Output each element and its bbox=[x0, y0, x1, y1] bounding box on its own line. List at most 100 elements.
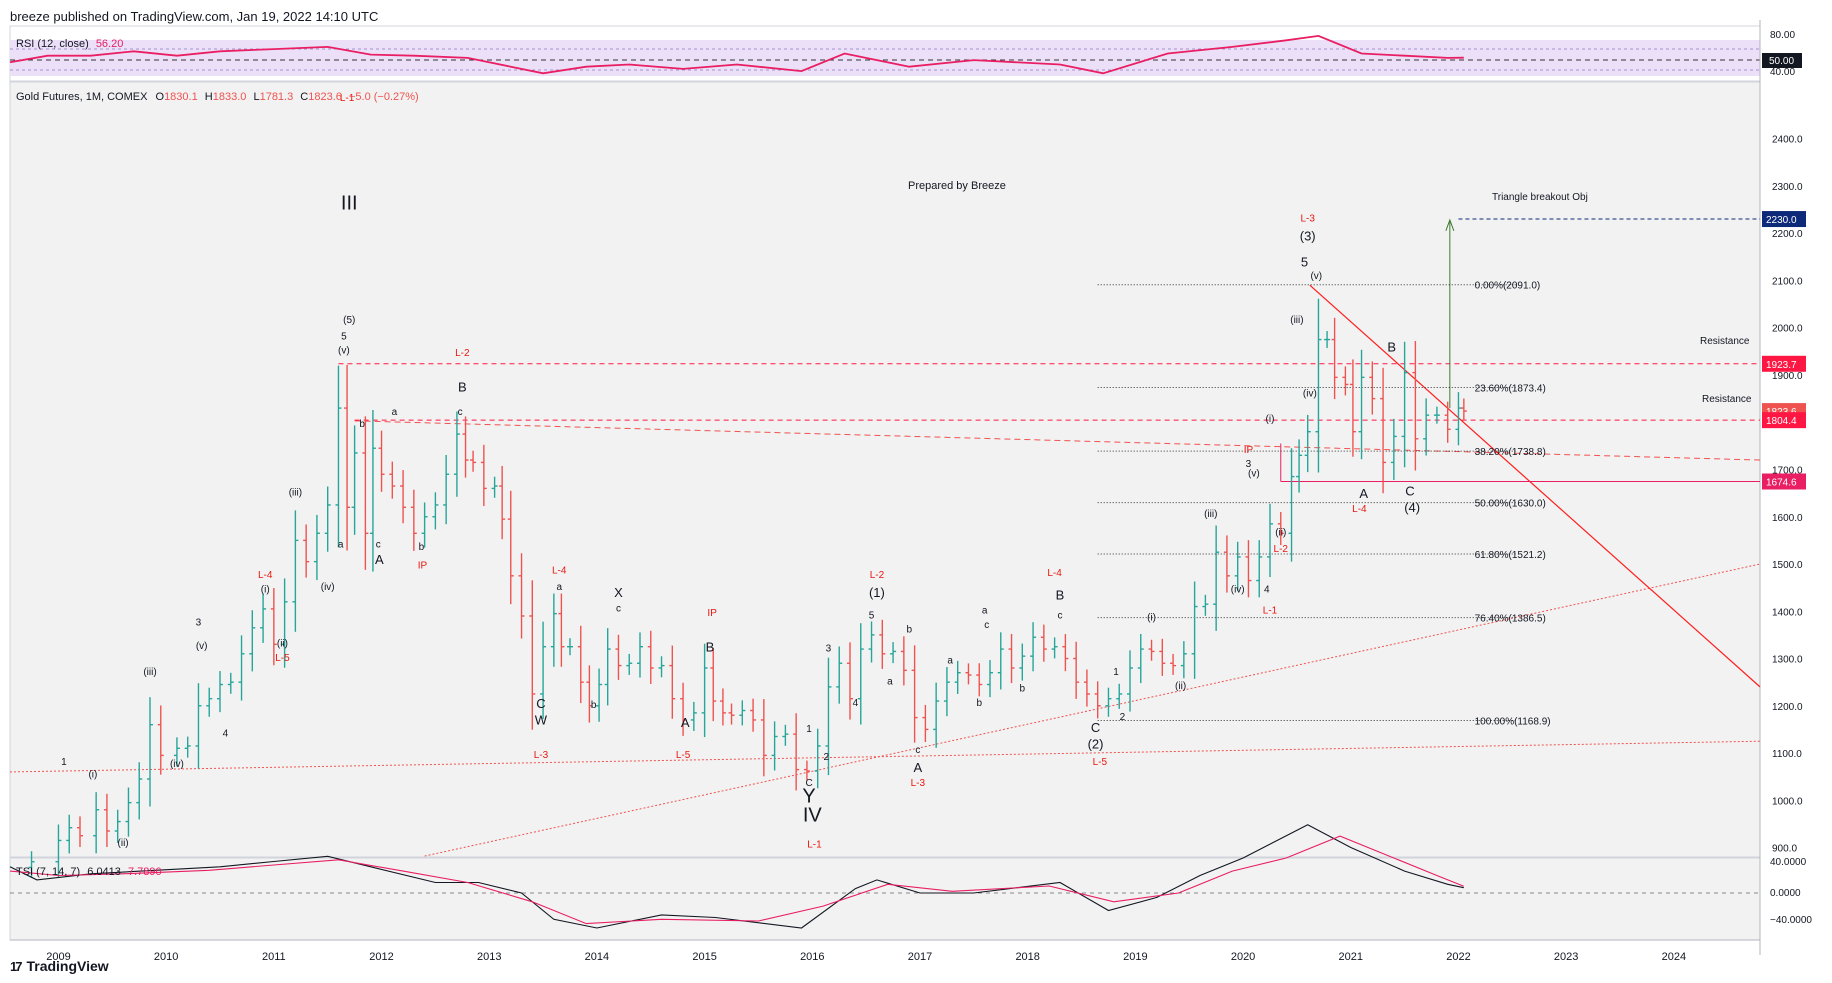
wave-label: (v) bbox=[196, 641, 208, 652]
price-bar bbox=[997, 632, 1004, 690]
wave-label: L-2 bbox=[870, 570, 885, 581]
price-bar bbox=[550, 593, 557, 667]
price-bar bbox=[1180, 641, 1187, 679]
prepared-by-label: Prepared by Breeze bbox=[908, 180, 1006, 192]
price-bar bbox=[184, 736, 191, 758]
price-bar bbox=[249, 610, 256, 672]
time-axis-label: 2014 bbox=[585, 951, 609, 963]
price-bar bbox=[1380, 367, 1387, 494]
wave-label: b bbox=[359, 419, 365, 430]
wave-label: Y bbox=[802, 786, 815, 808]
price-bar bbox=[238, 635, 245, 701]
price-bar bbox=[847, 642, 853, 720]
price-bar bbox=[400, 470, 407, 524]
low-label: L bbox=[253, 91, 259, 103]
wave-label: B bbox=[1056, 587, 1065, 602]
price-bar bbox=[604, 628, 611, 706]
svg-text:Gold Futures, 1M, COMEX O1: Gold Futures, 1M, COMEX O1830.1 H1833.0 … bbox=[16, 91, 419, 103]
wave-label: c bbox=[616, 603, 621, 614]
wave-label: (iv) bbox=[1231, 584, 1245, 595]
wave-label: X bbox=[614, 585, 623, 600]
price-bar bbox=[114, 809, 121, 843]
price-bar bbox=[771, 721, 778, 771]
tradingview-logo[interactable]: 17 TradingView bbox=[10, 958, 109, 974]
price-bar bbox=[292, 510, 299, 632]
price-bar bbox=[814, 728, 821, 789]
tsi-axis-40: 40.0000 bbox=[1770, 857, 1807, 868]
price-bar bbox=[1030, 622, 1037, 672]
price-badge bbox=[1762, 211, 1806, 228]
price-bar bbox=[782, 724, 789, 746]
tsi-axis-0: 0.0000 bbox=[1770, 888, 1801, 899]
time-axis-label: 2017 bbox=[908, 951, 932, 963]
price-axis-label: 1000.0 bbox=[1772, 796, 1803, 807]
wave-label: L-3 bbox=[1300, 213, 1315, 224]
wave-label: L-3 bbox=[911, 778, 926, 789]
descending-resistance-line bbox=[354, 420, 1761, 461]
price-bar bbox=[389, 461, 396, 499]
rsi-band bbox=[10, 40, 1760, 76]
wave-label: b bbox=[1020, 684, 1026, 695]
wave-label: b bbox=[906, 625, 912, 636]
price-bar bbox=[1324, 331, 1331, 349]
price-bar bbox=[1073, 641, 1080, 699]
price-bar bbox=[1202, 594, 1209, 616]
price-axis-label: 2300.0 bbox=[1772, 182, 1803, 193]
svg-text:TSI (7, 14, 7) 6.0413: TSI (7, 14, 7) 6.0413 7.7890 bbox=[16, 866, 162, 878]
price-bar bbox=[540, 621, 547, 720]
price-bar bbox=[313, 514, 320, 581]
time-axis-label: 2012 bbox=[369, 951, 393, 963]
price-bar bbox=[1342, 366, 1349, 396]
tradingview-logo-icon: 17 bbox=[10, 958, 23, 974]
wave-label: L-1 bbox=[340, 93, 355, 104]
price-bar bbox=[499, 465, 506, 540]
price-axis-label: 1100.0 bbox=[1772, 749, 1802, 760]
fib-level-label: 76.40%(1386.5) bbox=[1475, 614, 1546, 625]
price-bar bbox=[227, 672, 234, 694]
wave-label: (iii) bbox=[1204, 509, 1217, 520]
wave-label: (ii) bbox=[118, 838, 129, 849]
time-axis-label: 2022 bbox=[1446, 951, 1470, 963]
wave-label: (iii) bbox=[143, 667, 156, 678]
price-bar bbox=[1315, 298, 1322, 473]
breakout-arrow-head bbox=[1445, 218, 1455, 232]
price-bar bbox=[558, 593, 565, 667]
chart-canvas[interactable]: 0.00%(2091.0) 23.60%(1873.4) 38.20%(1738.8… bbox=[0, 20, 1832, 975]
price-bar bbox=[890, 642, 897, 664]
fib-level-label: 0.00%(2091.0) bbox=[1475, 281, 1541, 292]
price-bar bbox=[900, 636, 907, 686]
price-bar bbox=[351, 425, 358, 535]
wave-label: IP bbox=[1244, 445, 1254, 456]
price-bar bbox=[1369, 361, 1376, 415]
price-axis-label: 2200.0 bbox=[1772, 229, 1803, 240]
wave-label: L-4 bbox=[552, 565, 567, 576]
price-bar bbox=[1304, 414, 1311, 473]
wave-label: c bbox=[376, 539, 381, 550]
wave-label: 3 bbox=[1246, 459, 1252, 470]
wave-label: C bbox=[805, 778, 812, 789]
price-bar bbox=[1148, 639, 1155, 661]
price-bar bbox=[206, 687, 213, 717]
price-bar bbox=[615, 634, 622, 680]
price-bar bbox=[1390, 418, 1397, 481]
price-bar bbox=[1213, 525, 1220, 631]
tsi-value-1: 6.0413 bbox=[87, 866, 121, 878]
wave-label: 5 bbox=[341, 332, 347, 343]
wave-label: (3) bbox=[1300, 228, 1316, 243]
wave-label: L-5 bbox=[1093, 757, 1108, 768]
time-axis-label: 2019 bbox=[1123, 951, 1147, 963]
wave-label: L-2 bbox=[455, 348, 470, 359]
price-bar bbox=[66, 814, 73, 854]
wave-label: B bbox=[706, 639, 715, 654]
rsi-line bbox=[9, 34, 1464, 75]
price-badge bbox=[1762, 412, 1806, 429]
price-bar bbox=[1105, 687, 1112, 717]
price-bar bbox=[943, 667, 950, 717]
wave-label: b bbox=[591, 700, 597, 711]
time-axis-label: 2009 bbox=[46, 951, 70, 963]
price-bar bbox=[1331, 317, 1338, 400]
wave-label: 1 bbox=[806, 724, 812, 735]
wave-label: 5 bbox=[869, 610, 875, 621]
tsi-axis-minus40: −40.0000 bbox=[1770, 915, 1812, 926]
price-bar bbox=[344, 364, 351, 551]
